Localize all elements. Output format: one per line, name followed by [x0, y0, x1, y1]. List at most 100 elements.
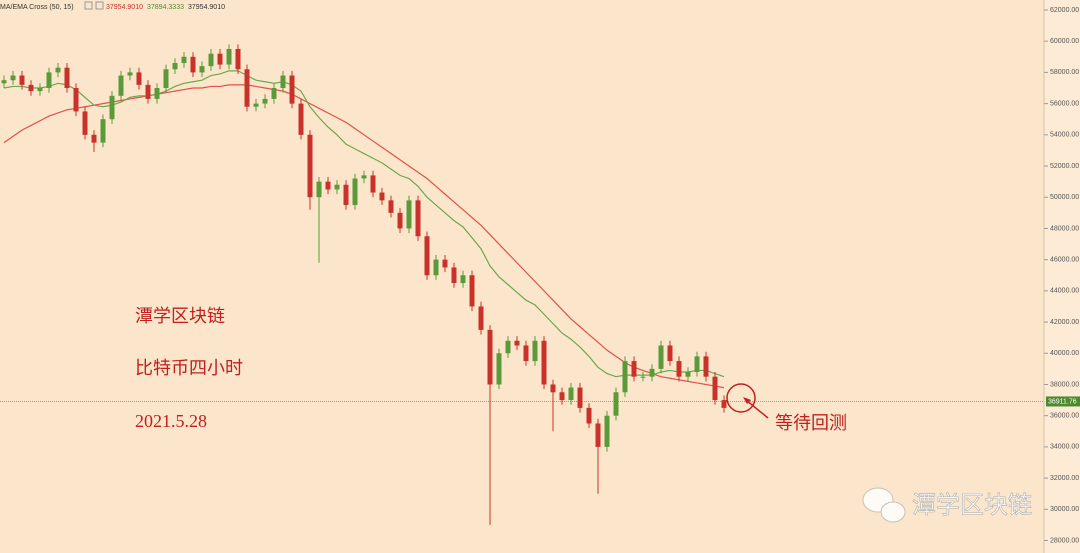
- candle-body: [109, 95, 115, 120]
- candle-body: [604, 415, 610, 447]
- candle-body: [433, 259, 439, 276]
- candle-body: [37, 88, 43, 92]
- annotation: 比特币四小时: [135, 358, 243, 378]
- y-tick-label: 38000.00: [1050, 381, 1079, 388]
- candle-body: [136, 72, 142, 85]
- candle-body: [523, 345, 529, 362]
- candle-body: [613, 392, 619, 416]
- candle-body: [379, 192, 385, 201]
- annotation: 潭学区块链: [135, 306, 225, 326]
- candle-body: [703, 356, 709, 377]
- candle-body: [1, 80, 7, 84]
- candle-body: [91, 134, 97, 143]
- indicator-value: 37894.3333: [147, 4, 184, 11]
- y-tick-label: 48000.00: [1050, 225, 1079, 232]
- y-tick-label: 36000.00: [1050, 413, 1079, 420]
- candle-body: [406, 200, 412, 229]
- candle-body: [550, 384, 556, 393]
- icon: [84, 1, 93, 10]
- candle-body: [424, 236, 430, 276]
- header: MA/EMA Cross (50, 15) 37954.9010 37894.3…: [0, 1, 225, 11]
- candle-body: [496, 353, 502, 385]
- candle-body: [307, 134, 313, 198]
- candle-body: [19, 75, 25, 85]
- indicator-value: 37954.9010: [188, 4, 225, 11]
- candle-body: [667, 345, 673, 362]
- candle-body: [73, 88, 79, 112]
- y-tick-label: 28000.00: [1050, 537, 1079, 544]
- candle-body: [415, 200, 421, 237]
- moving-average: [3, 70, 725, 378]
- candle-body: [361, 175, 367, 179]
- candle-body: [514, 340, 520, 346]
- candle-body: [10, 75, 16, 81]
- candle-body: [685, 371, 691, 377]
- candle-body: [658, 345, 664, 369]
- candle-body: [649, 368, 655, 377]
- y-tick-label: 34000.00: [1050, 444, 1079, 451]
- candle-body: [676, 361, 682, 377]
- candle-body: [532, 340, 538, 362]
- candle-body: [388, 200, 394, 213]
- candle-body: [28, 84, 34, 92]
- y-tick-label: 32000.00: [1050, 475, 1079, 482]
- candle-body: [595, 423, 601, 447]
- annotation: 等待回测: [775, 413, 847, 433]
- candle-body: [46, 72, 52, 89]
- candle-body: [226, 48, 232, 65]
- y-tick-label: 50000.00: [1050, 194, 1079, 201]
- candle-body: [325, 181, 331, 190]
- candle-body: [298, 103, 304, 135]
- candle-body: [82, 111, 88, 135]
- candle-body: [316, 181, 322, 198]
- candle-body: [631, 361, 637, 377]
- candle-body: [478, 306, 484, 330]
- indicator-label: MA/EMA Cross (50, 15): [0, 4, 74, 11]
- candle-body: [280, 75, 286, 89]
- candle-body: [370, 175, 376, 193]
- candle-body: [55, 67, 61, 73]
- candle-body: [127, 72, 133, 76]
- candle-body: [190, 56, 196, 73]
- candle-body: [235, 48, 241, 70]
- highlight-circle: [726, 383, 756, 413]
- current-price-box: [1046, 396, 1080, 407]
- y-tick-label: 52000.00: [1050, 163, 1079, 170]
- y-tick-label: 58000.00: [1050, 69, 1079, 76]
- indicator-value: 37954.9010: [106, 4, 143, 11]
- candle-body: [334, 184, 340, 190]
- y-tick-label: 54000.00: [1050, 132, 1079, 139]
- candle-body: [64, 67, 70, 89]
- candle-body: [118, 75, 124, 96]
- candle-body: [442, 259, 448, 268]
- y-tick-label: 40000.00: [1050, 350, 1079, 357]
- candle-body: [208, 53, 214, 67]
- candle-body: [199, 66, 205, 73]
- candle-body: [343, 184, 349, 206]
- price-axis: [1044, 0, 1080, 553]
- candle-body: [694, 356, 700, 372]
- y-tick-label: 60000.00: [1050, 38, 1079, 45]
- y-tick-label: 56000.00: [1050, 100, 1079, 107]
- y-tick-label: 46000.00: [1050, 256, 1079, 263]
- y-tick-label: 30000.00: [1050, 506, 1079, 513]
- candle-body: [487, 329, 493, 385]
- watermark: 潭学区块链: [912, 491, 1032, 519]
- candle-body: [622, 361, 628, 393]
- candle-body: [271, 88, 277, 99]
- candle-body: [145, 84, 151, 99]
- icon: [95, 1, 104, 10]
- arrow: [745, 399, 769, 419]
- candle-body: [712, 376, 718, 401]
- y-tick-label: 42000.00: [1050, 319, 1079, 326]
- candle-body: [460, 275, 466, 284]
- candle-body: [451, 267, 457, 284]
- candle-body: [568, 387, 574, 401]
- candle-body: [100, 119, 106, 143]
- candle-body: [397, 212, 403, 229]
- candle-body: [172, 63, 178, 70]
- candle-body: [640, 376, 646, 378]
- candle-body: [253, 103, 259, 107]
